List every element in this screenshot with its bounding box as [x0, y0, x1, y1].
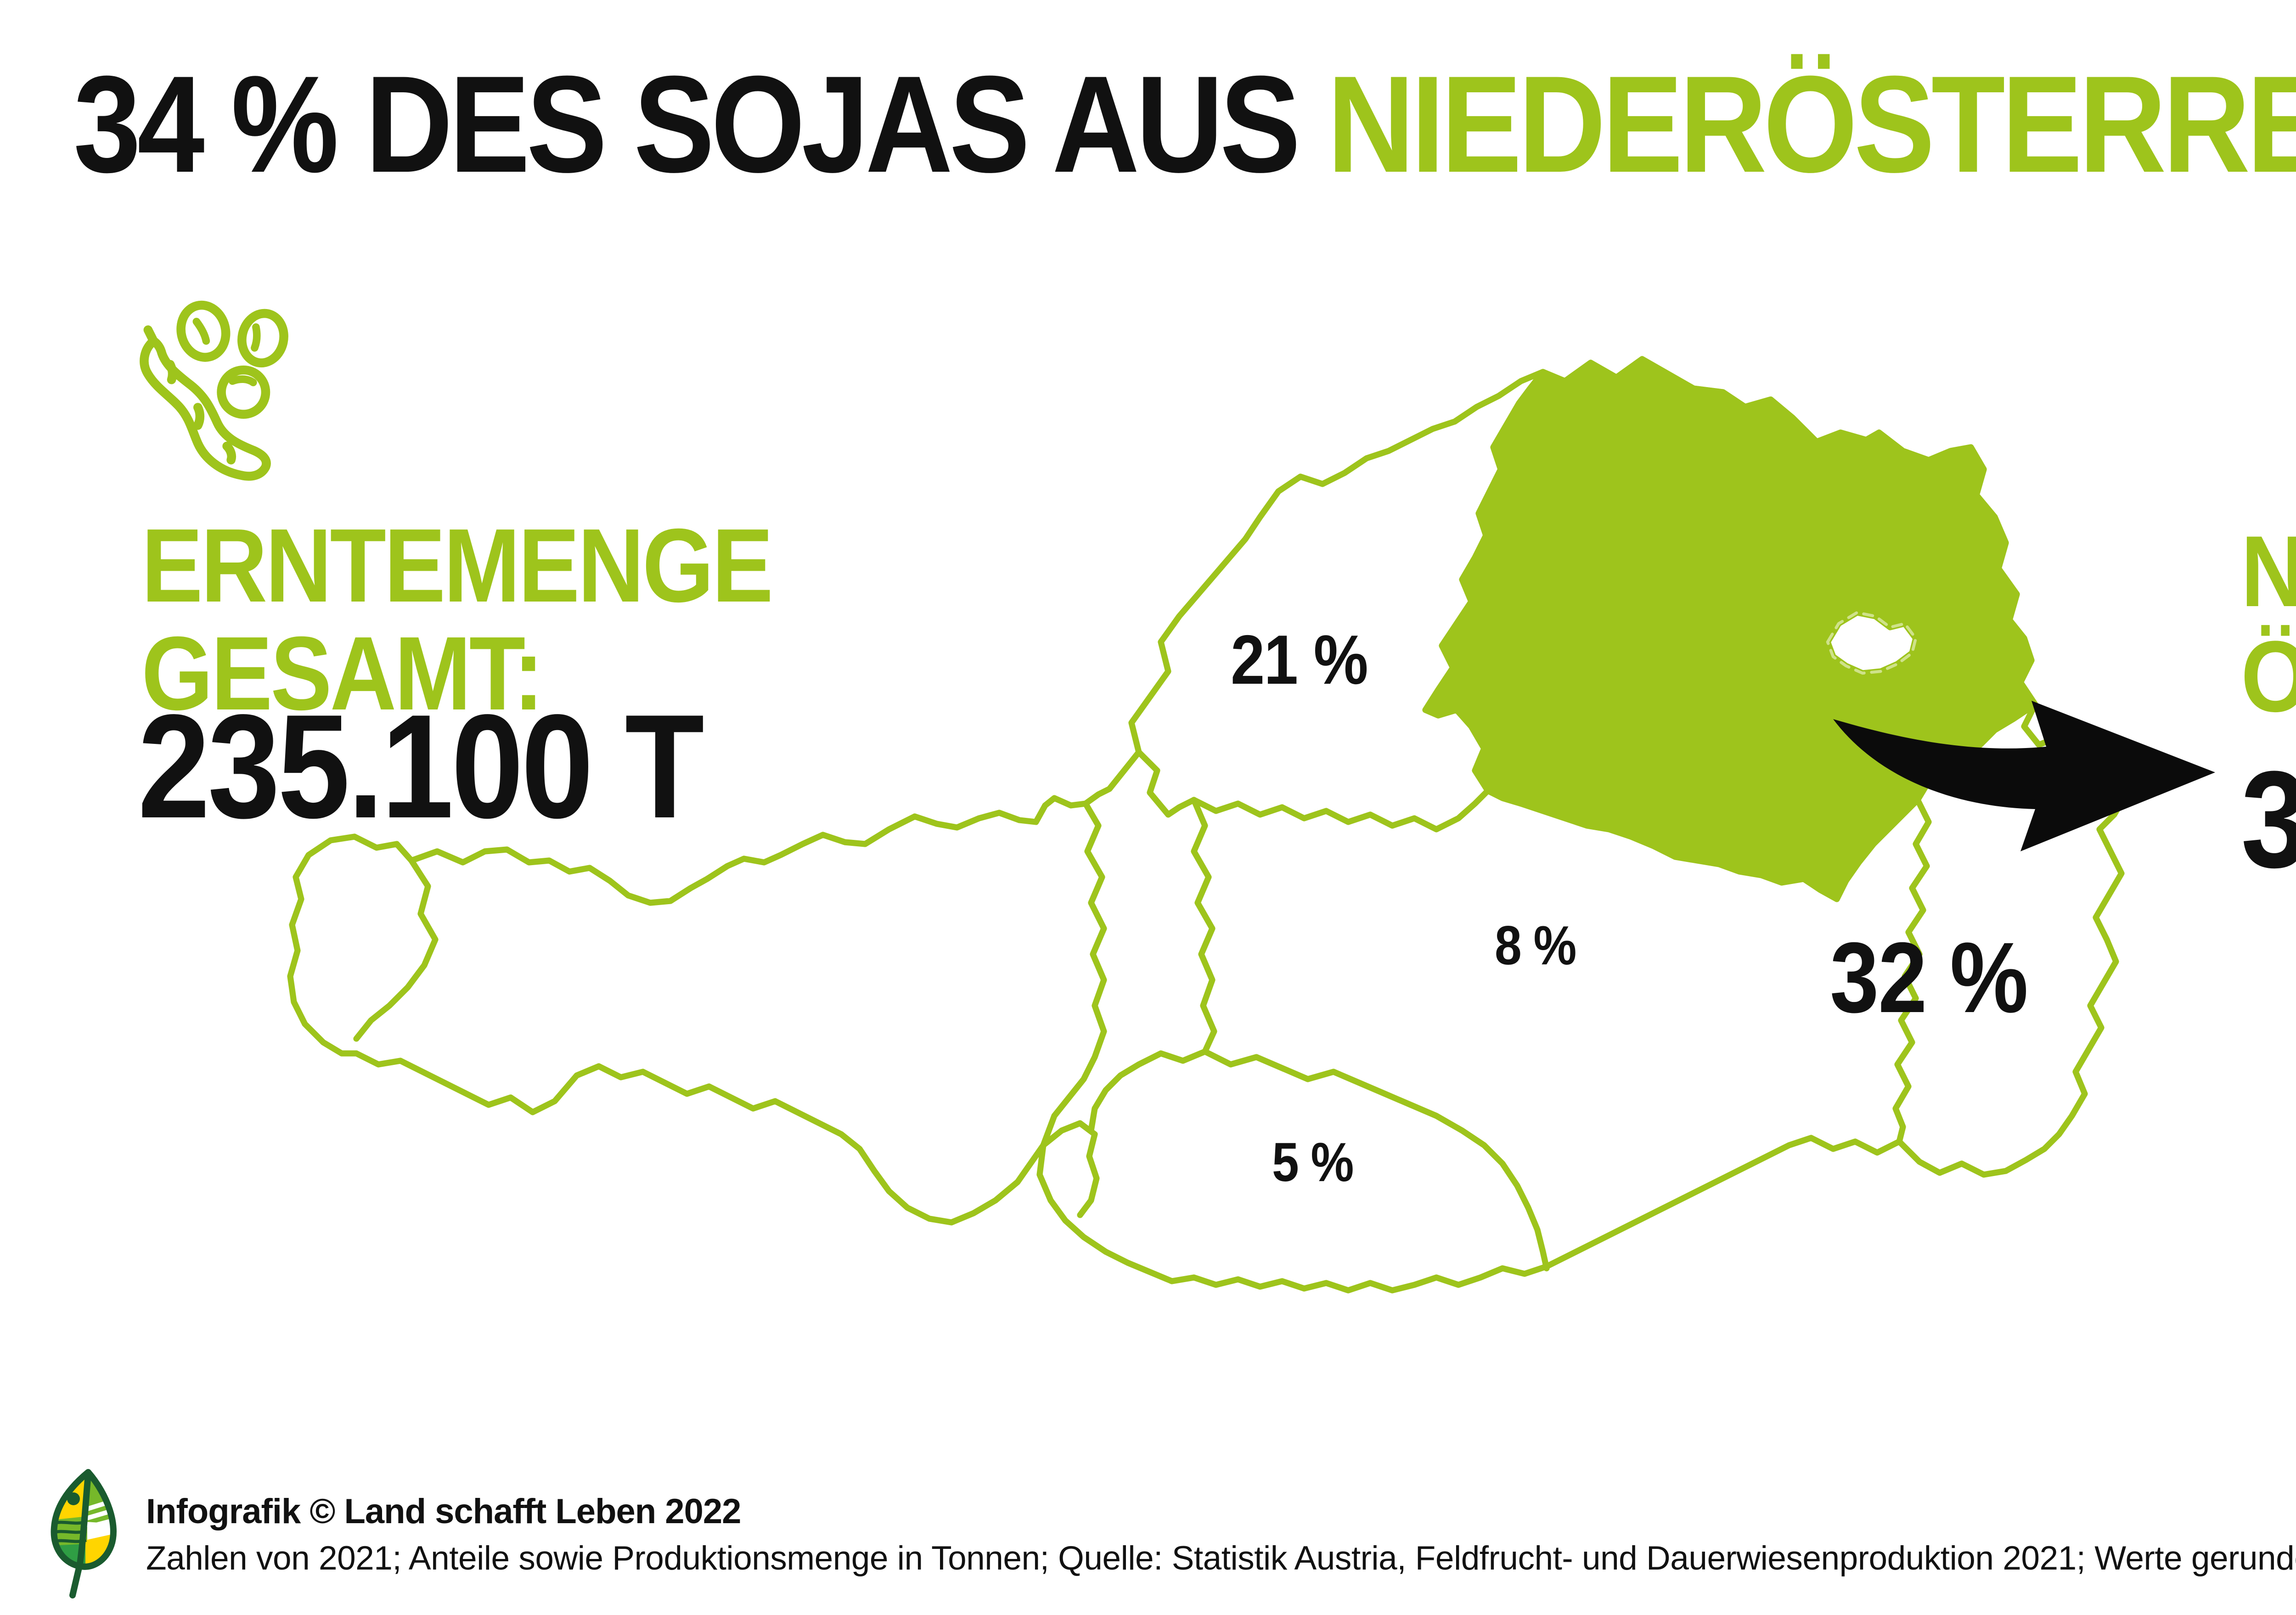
callout-region-line1: NIEDER-	[2241, 519, 2296, 624]
footer-source: Zahlen von 2021; Anteile sowie Produktio…	[146, 1540, 2296, 1577]
border-salzburg-upperaustria	[1136, 749, 1197, 818]
soybean-icon	[140, 300, 288, 481]
border-tyrol-salzburg	[1040, 800, 1107, 1148]
page-title: 34 % DES SOJAS AUS NIEDERÖSTERREICH	[73, 55, 2296, 193]
austria-map	[287, 356, 2215, 1294]
border-upperaustria-styria	[1191, 788, 1491, 833]
border-salzburg-carinthia	[1088, 1048, 1208, 1134]
niederoesterreich-callout: NIEDER- ÖSTERREICH 34 %	[2241, 519, 2296, 891]
callout-region-line2: ÖSTERREICH	[2241, 624, 2296, 729]
callout-value: 34 %	[2241, 748, 2296, 891]
footer-credit: Infografik © Land schafft Leben 2022	[146, 1492, 741, 1531]
label-burgenland: 32 %	[1830, 922, 2028, 1034]
border-carinthia-styria	[1202, 1048, 1550, 1272]
harvest-label-line2: GESAMT:	[141, 615, 544, 732]
harvest-value: 235.100 T	[138, 684, 704, 849]
arrow-to-callout	[1833, 701, 2215, 851]
harvest-label-line1: ERNTEMENGE	[141, 507, 773, 624]
border-salzburg-styria	[1191, 797, 1217, 1055]
land-schafft-leben-logo	[51, 1469, 117, 1598]
page-title-highlight: NIEDERÖSTERREICH	[1327, 47, 2296, 201]
label-carinthia: 5 %	[1272, 1131, 1354, 1193]
border-styria-burgenland	[1892, 797, 1932, 1145]
border-vorarlberg-tyrol	[353, 857, 439, 1042]
label-upper-austria: 21 %	[1231, 621, 1368, 699]
region-vienna-outline	[1826, 611, 1918, 675]
label-styria: 8 %	[1495, 915, 1576, 976]
border-easttyrol-top	[1040, 1120, 1100, 1218]
page-title-prefix: 34 % DES SOJAS AUS	[73, 47, 1328, 201]
harvest-label: ERNTEMENGE GESAMT:	[141, 507, 773, 732]
